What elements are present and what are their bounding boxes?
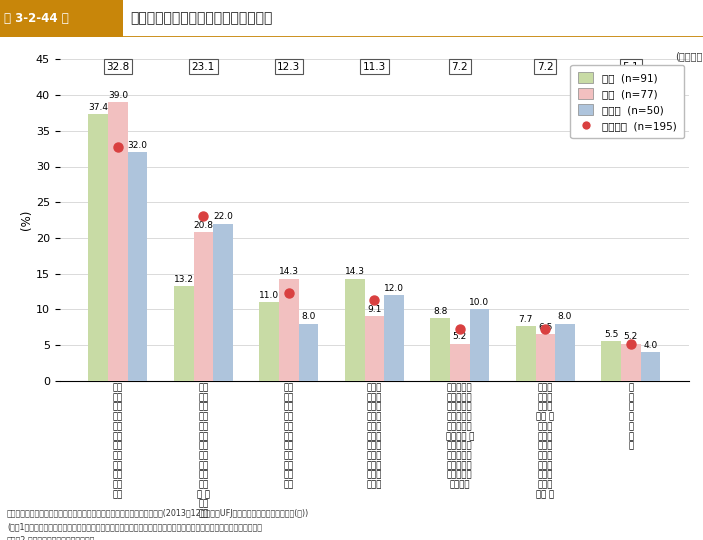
Bar: [174, 286, 193, 381]
Text: 相
談
費
用
が
高
い: 相 談 費 用 が 高 い: [628, 383, 633, 450]
Bar: [299, 323, 318, 381]
Text: 5.5: 5.5: [604, 330, 619, 339]
Text: 8.0: 8.0: [302, 313, 316, 321]
Bar: [193, 232, 213, 381]
Legend: 女性  (n=91), 若者  (n=77), シニア  (n=50), 全体平均  (n=195): 女性 (n=91), 若者 (n=77), シニア (n=50), 全体平均 (…: [570, 65, 684, 138]
Text: 13.2: 13.2: [174, 275, 194, 284]
Bar: [555, 323, 575, 381]
Bar: [213, 224, 233, 381]
Bar: [365, 316, 384, 381]
Bar: [640, 352, 660, 381]
Bar: [259, 302, 279, 381]
Text: 7.2: 7.2: [537, 62, 554, 71]
Text: 32.0: 32.0: [127, 141, 148, 150]
Bar: [0, 0, 123, 37]
Bar: [470, 309, 489, 381]
Text: 能起
こ力
と業
へや
の素
不質
安を
　否
　定
　さ
　れ
　る: 能起 こ力 と業 へや の素 不質 安を 否 定 さ れ る: [112, 383, 123, 499]
Text: こ、の周起
と反評囲業
へ対価の相
の・が家談
不批変族を
安判わや す
　をる友る
　受こ人こ
　けと・と
　る　知で
　　　人: こ、の周起 と反評囲業 へ対価の相 の・が家談 不批変族を 安判わや す をる友…: [446, 383, 474, 489]
Text: 11.0: 11.0: [259, 291, 279, 300]
Text: 4.0: 4.0: [643, 341, 657, 350]
Text: 39.0: 39.0: [108, 91, 128, 100]
Bar: [516, 326, 536, 381]
Text: 7.7: 7.7: [519, 315, 533, 323]
Text: 第 3-2-44 図: 第 3-2-44 図: [4, 12, 68, 25]
Bar: [430, 318, 450, 381]
Text: るす性
こと別
とへ・
への年
の自齢
不体に
安をよ
　否り
　定、
　さ起
　れ業: るす性 こと別 とへ・ への年 の自齢 不体に 安をよ 否り 定、 さ起 れ業: [367, 383, 382, 489]
Text: 23.1: 23.1: [192, 62, 215, 71]
Text: 12.0: 12.0: [384, 284, 404, 293]
Bar: [450, 343, 470, 381]
Bar: [384, 295, 404, 381]
Text: い相
え談
をし
得て
らも
れ、
な　
い　
と　
思満
っ足
て い
　く
　答: い相 え談 をし 得て らも れ、 な い と 思満 っ足 て い く 答: [197, 383, 210, 518]
Text: 6.5: 6.5: [538, 323, 553, 332]
Y-axis label: (%): (%): [20, 210, 33, 230]
Bar: [536, 334, 555, 381]
Text: 8.0: 8.0: [557, 313, 572, 321]
Text: 12.3: 12.3: [277, 62, 300, 71]
Text: とス事
へプ業
のラの
不ン ア
安をイ
　否デ
　定ア
　さや
　れビ
　るジ
　こネ
　と ス: とス事 へプ業 のラの 不ン ア 安をイ 否デ 定ア さや れビ るジ こネ と…: [536, 383, 555, 499]
Bar: [89, 113, 108, 381]
Text: 37.4: 37.4: [88, 103, 108, 112]
Bar: [601, 341, 621, 381]
Text: 7.2: 7.2: [451, 62, 468, 71]
Text: (全体平均): (全体平均): [676, 51, 703, 61]
Text: 2.「その他」は表示していない。: 2.「その他」は表示していない。: [7, 535, 96, 540]
Text: 14.3: 14.3: [279, 267, 299, 276]
Text: 5.2: 5.2: [624, 333, 638, 341]
Text: 10.0: 10.0: [470, 298, 489, 307]
Text: 11.3: 11.3: [363, 62, 386, 71]
Bar: [108, 102, 128, 381]
Text: れ起
る業
この
と準
へ備
の不
不足
安を
　指
　摘
　さ: れ起 る業 この と準 へ備 の不 不足 安を 指 摘 さ: [284, 383, 294, 489]
Text: 9.1: 9.1: [367, 305, 382, 314]
Text: 22.0: 22.0: [213, 212, 233, 221]
Text: 32.8: 32.8: [106, 62, 129, 71]
Bar: [621, 343, 640, 381]
Bar: [123, 0, 703, 37]
Text: 5.2: 5.2: [453, 333, 467, 341]
Text: 14.3: 14.3: [344, 267, 365, 276]
Text: 20.8: 20.8: [193, 221, 213, 230]
Bar: [345, 279, 365, 381]
Bar: [279, 279, 299, 381]
Text: 8.8: 8.8: [433, 307, 447, 316]
Text: (注）1．起業に関して周囲に相談することに抵抗を感じている者（潜在的起業希望者）に対する回答を集計している。: (注）1．起業に関して周囲に相談することに抵抗を感じている者（潜在的起業希望者）…: [7, 523, 262, 532]
Text: 5.1: 5.1: [623, 62, 639, 71]
Text: 資料：中小企業庁委託「日本の起業環境及び潜在的起業家に関する調査」(2013年12月、三菱UFJリサーチ＆コンサルティング(株)): 資料：中小企業庁委託「日本の起業環境及び潜在的起業家に関する調査」(2013年1…: [7, 509, 309, 518]
Bar: [128, 152, 148, 381]
Text: 起業に関して周囲に相談しにくい理由: 起業に関して周囲に相談しにくい理由: [130, 11, 273, 25]
